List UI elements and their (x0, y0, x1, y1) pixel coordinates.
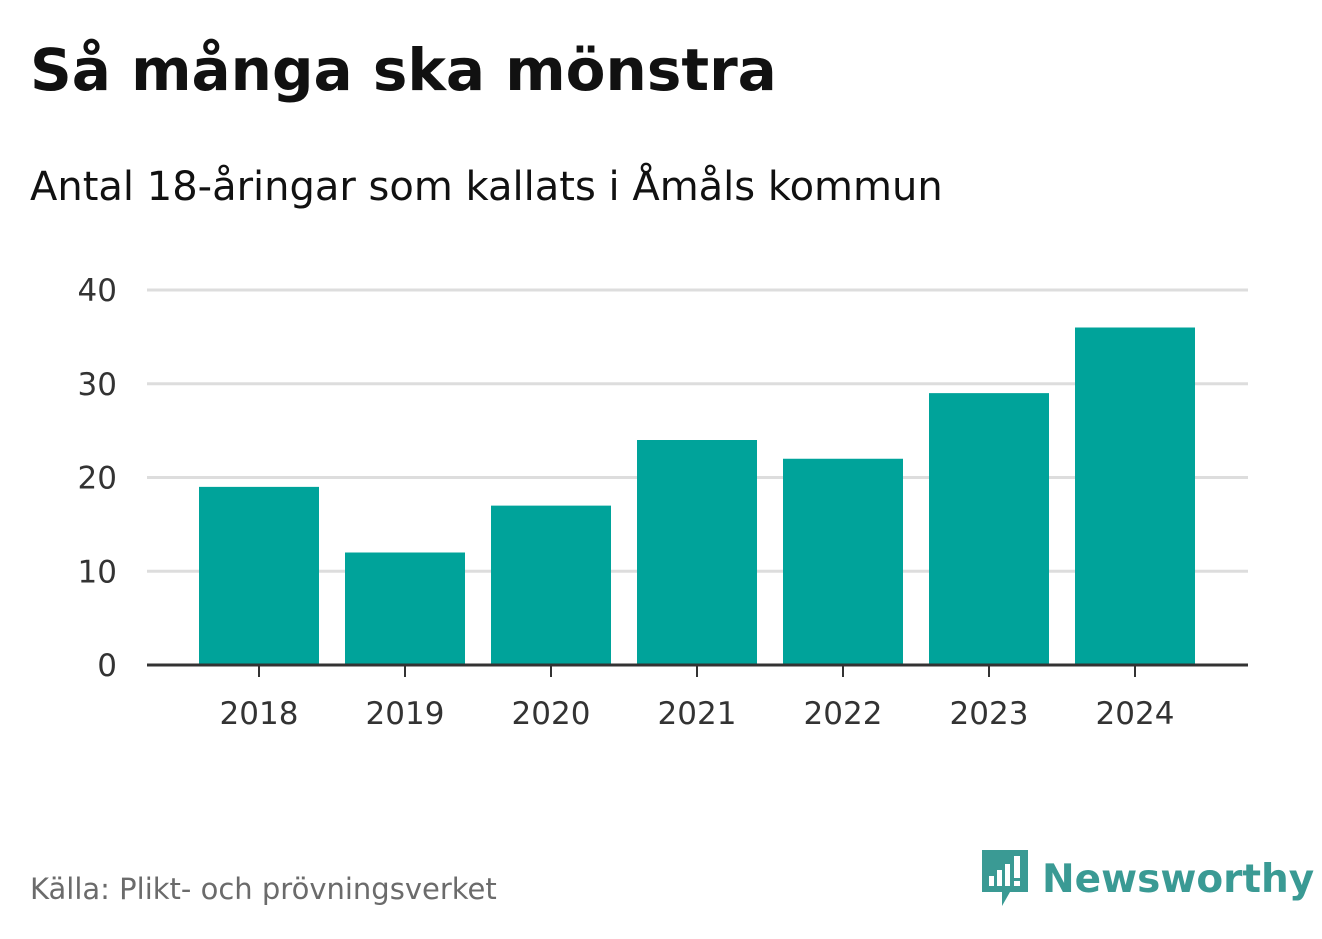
chart-subtitle: Antal 18-åringar som kallats i Åmåls kom… (30, 164, 943, 210)
y-tick-label: 20 (78, 461, 117, 497)
chart-title: Så många ska mönstra (30, 36, 777, 104)
x-tick-label: 2020 (512, 696, 591, 732)
x-tick-label: 2018 (220, 696, 299, 732)
x-tick-label: 2024 (1096, 696, 1175, 732)
x-tick-label: 2023 (950, 696, 1029, 732)
bar-2022 (783, 458, 903, 665)
x-tick-label: 2021 (658, 696, 737, 732)
bar-2018 (199, 486, 319, 665)
y-tick-label: 0 (97, 648, 117, 684)
bar-2019 (345, 552, 465, 665)
x-tick-label: 2022 (804, 696, 883, 732)
source-note: Källa: Plikt- och prövningsverket (30, 872, 497, 906)
x-tick-label: 2019 (366, 696, 445, 732)
axes: 0 10 20 30 40 2018 2019 2020 2021 2022 2023 2024 (78, 273, 1248, 732)
brand-logo: Newsworthy (980, 848, 1314, 910)
bar-2024 (1075, 327, 1195, 665)
bar-2020 (491, 505, 611, 665)
y-tick-label: 40 (78, 273, 117, 309)
y-tick-label: 30 (78, 367, 117, 403)
bars (199, 327, 1195, 665)
bar-2021 (637, 440, 757, 665)
bar-2023 (929, 393, 1049, 665)
newsworthy-logo-icon (982, 850, 1028, 906)
brand-name: Newsworthy (1042, 856, 1315, 902)
y-tick-label: 10 (78, 554, 117, 590)
